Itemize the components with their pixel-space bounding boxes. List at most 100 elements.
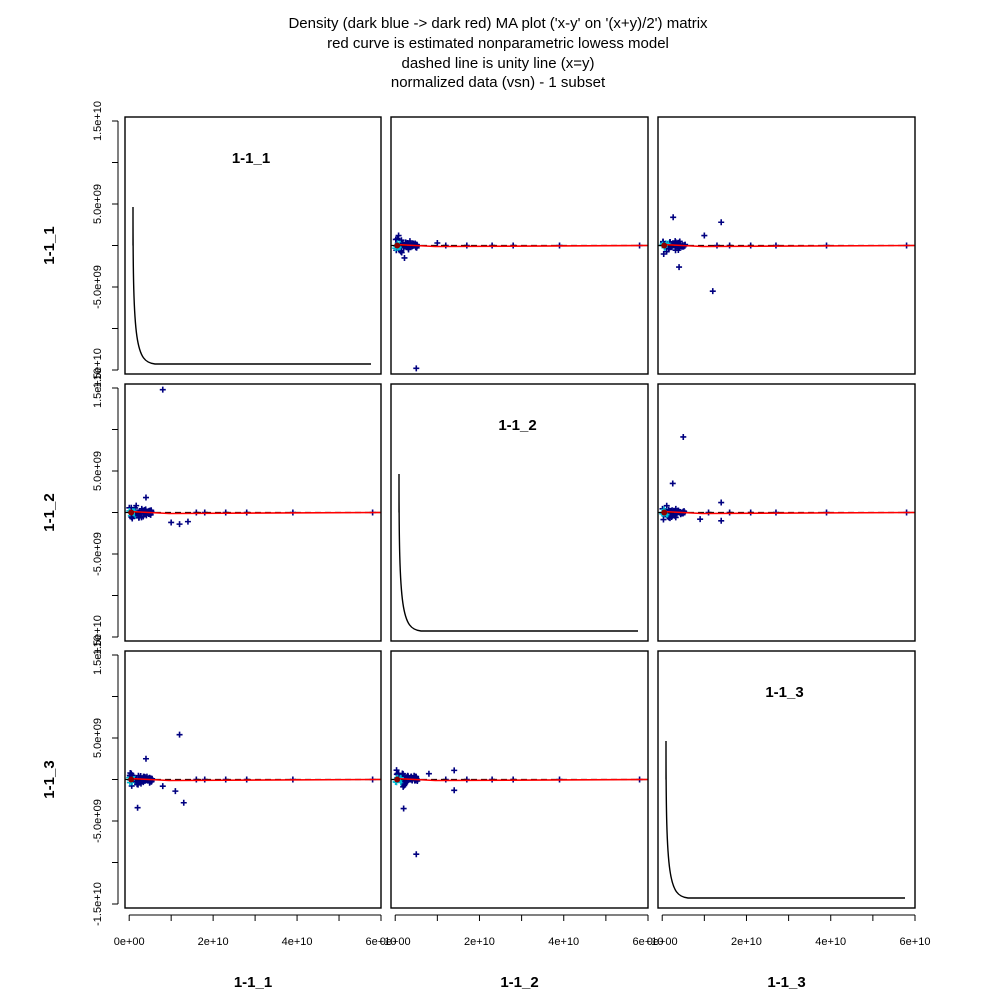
data-point — [134, 781, 141, 788]
x-tick-label: 6e+10 — [900, 936, 931, 948]
lowess-curve — [662, 243, 916, 248]
dense-center-point — [661, 242, 668, 249]
data-point — [142, 755, 149, 762]
panel-frame — [124, 383, 382, 642]
diagonal-label: 1-1_3 — [765, 684, 803, 701]
data-point — [451, 767, 458, 774]
diagonal-label: 1-1_2 — [498, 417, 536, 434]
panel-r3-c1 — [124, 650, 382, 909]
data-point — [172, 788, 179, 795]
data-point — [398, 249, 405, 256]
row-variable-label: 1-1_2 — [41, 493, 58, 531]
panel-frame — [657, 383, 916, 642]
data-point — [669, 480, 676, 487]
data-point — [395, 232, 402, 239]
data-point — [670, 214, 677, 221]
data-point — [180, 799, 187, 806]
x-tick-label: 6e+10 — [633, 936, 664, 948]
data-point — [184, 518, 191, 525]
y-tick-label: 1.5e+10 — [92, 101, 104, 141]
panel-r1-c3 — [657, 116, 916, 375]
y-tick-label: -1.5e+10 — [92, 882, 104, 926]
panel-frame — [124, 116, 382, 375]
panel-r3-c2 — [390, 650, 649, 909]
data-point — [680, 243, 687, 250]
column-variable-label: 1-1_2 — [500, 974, 538, 991]
panel-frame — [390, 650, 649, 909]
x-tick-label: 4e+10 — [548, 936, 579, 948]
row-variable-label: 1-1_3 — [41, 760, 58, 798]
panel-frame — [657, 116, 916, 375]
y-axis-row-3: -1.5e+10 -5.0e+09 5.0e+09 1.5e+10 1-1_3 — [41, 635, 119, 926]
panel-frame — [390, 383, 649, 642]
data-point — [146, 779, 153, 786]
x-tick-label: 6e+10 — [366, 936, 397, 948]
y-tick-label: 5.0e+09 — [92, 718, 104, 758]
data-point — [660, 516, 667, 523]
data-point — [137, 772, 144, 779]
dense-center-point — [661, 509, 668, 516]
data-point — [425, 770, 432, 777]
data-point — [168, 519, 175, 526]
dense-center-point — [128, 776, 135, 783]
x-tick-label: 4e+10 — [282, 936, 313, 948]
data-point — [176, 731, 183, 738]
density-curve — [132, 206, 371, 365]
x-tick-label: 0e+00 — [380, 936, 411, 948]
y-tick-label: 5.0e+09 — [92, 451, 104, 491]
y-tick-label: 1.5e+10 — [92, 635, 104, 675]
data-point — [672, 239, 679, 246]
data-point — [134, 804, 141, 811]
lowess-curve — [129, 510, 382, 515]
y-tick-label: 5.0e+09 — [92, 184, 104, 224]
axes: -1.5e+10 -5.0e+09 5.0e+09 1.5e+10 1-1_1 -1.5e… — [41, 101, 930, 991]
panel-r2-c1 — [124, 383, 382, 642]
column-variable-label: 1-1_3 — [767, 974, 805, 991]
dense-center-point — [394, 776, 401, 783]
lowess-curve — [395, 777, 649, 782]
data-point — [393, 767, 400, 774]
density-curve — [398, 473, 638, 632]
y-tick-label: -5.0e+09 — [92, 799, 104, 843]
x-tick-label: 2e+10 — [731, 936, 762, 948]
data-point — [400, 770, 407, 777]
lowess-curve — [129, 777, 382, 782]
data-point — [697, 516, 704, 523]
panel-r3-c3: 1-1_3 — [657, 650, 916, 909]
data-point — [133, 502, 140, 509]
panel-frame — [657, 650, 916, 909]
x-axis-col-1: 0e+00 2e+10 4e+10 6e+10 1-1_1 — [114, 914, 397, 991]
lowess-curve — [395, 243, 649, 248]
data-point — [701, 232, 708, 239]
data-point — [718, 219, 725, 226]
data-point — [159, 783, 166, 790]
data-point — [709, 288, 716, 295]
panel-frame — [124, 650, 382, 909]
data-point — [451, 787, 458, 794]
x-axis-col-2: 0e+00 2e+10 4e+10 6e+10 1-1_2 — [380, 914, 664, 991]
x-tick-label: 0e+00 — [114, 936, 145, 948]
y-tick-label: -1.5e+10 — [92, 615, 104, 659]
title: Density (dark blue -> dark red) MA plot … — [288, 15, 708, 91]
diagonal-label: 1-1_1 — [232, 150, 270, 167]
dense-center-point — [394, 242, 401, 249]
panel-r1-c1: 1-1_1 — [124, 116, 382, 375]
x-tick-label: 2e+10 — [464, 936, 495, 948]
y-tick-label: -5.0e+09 — [92, 532, 104, 576]
column-variable-label: 1-1_1 — [234, 974, 272, 991]
panel-r2-c2: 1-1_2 — [390, 383, 649, 642]
title-line-2: red curve is estimated nonparametric low… — [327, 35, 669, 52]
data-point — [676, 264, 683, 271]
data-point — [135, 514, 142, 521]
panel-r1-c2 — [390, 116, 649, 375]
panel-r2-c3 — [657, 383, 916, 642]
data-point — [718, 499, 725, 506]
data-point — [413, 365, 420, 372]
x-axis-col-3: 0e+00 2e+10 4e+10 6e+10 1-1_3 — [647, 914, 931, 991]
panel-frame — [390, 116, 649, 375]
data-point — [413, 851, 420, 858]
data-point — [400, 805, 407, 812]
data-point — [176, 521, 183, 528]
data-point — [392, 236, 399, 243]
